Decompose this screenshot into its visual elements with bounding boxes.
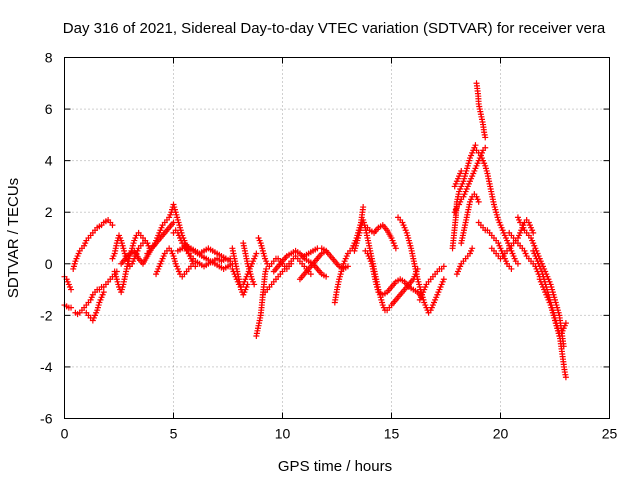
x-axis-label: GPS time / hours xyxy=(278,458,392,475)
x-tick-label: 15 xyxy=(384,426,400,442)
x-tick-label: 25 xyxy=(602,426,618,442)
data-point xyxy=(144,240,151,247)
data-point xyxy=(170,219,177,226)
axis-ticks: 0 5 10 15 20 25 -6 -4 -2 0 2 4 6 8 xyxy=(40,50,617,442)
data-point xyxy=(253,250,260,257)
data-point xyxy=(360,204,367,211)
data-point xyxy=(530,229,537,236)
x-tick-label: 0 xyxy=(61,426,69,442)
data-point xyxy=(323,247,330,254)
data-point xyxy=(68,304,75,311)
data-point xyxy=(562,374,569,381)
y-axis-label: SDTVAR / TECUs xyxy=(5,178,22,298)
y-tick-label: 8 xyxy=(45,50,53,66)
data-point xyxy=(251,281,258,288)
x-tick-label: 10 xyxy=(275,426,291,442)
data-point xyxy=(109,222,116,229)
data-point xyxy=(508,265,515,272)
data-point xyxy=(344,263,351,270)
data-points xyxy=(61,80,569,381)
data-point xyxy=(100,289,107,296)
chart-title: Day 316 of 2021, Sidereal Day-to-day VTE… xyxy=(63,20,606,37)
y-tick-label: 2 xyxy=(45,204,53,220)
data-point xyxy=(307,271,314,278)
y-tick-label: 6 xyxy=(45,101,53,117)
data-point xyxy=(323,273,330,280)
plot-frame xyxy=(64,57,610,419)
y-tick-label: -6 xyxy=(40,411,53,427)
data-point xyxy=(482,144,489,151)
data-point xyxy=(440,276,447,283)
data-point xyxy=(392,245,399,252)
data-point xyxy=(440,263,447,270)
y-tick-label: -2 xyxy=(40,307,53,323)
data-point xyxy=(514,260,521,267)
data-point xyxy=(469,245,476,252)
y-tick-label: 0 xyxy=(45,256,53,272)
data-point xyxy=(472,142,479,149)
grid-lines xyxy=(64,57,610,419)
data-point xyxy=(562,320,569,327)
data-point xyxy=(475,198,482,205)
data-point xyxy=(482,134,489,141)
x-tick-label: 20 xyxy=(493,426,509,442)
data-point xyxy=(458,167,465,174)
data-point xyxy=(68,286,75,293)
y-tick-label: -4 xyxy=(40,359,53,375)
data-point xyxy=(187,263,194,270)
x-tick-label: 5 xyxy=(170,426,178,442)
y-tick-label: 4 xyxy=(45,153,53,169)
data-point xyxy=(263,265,270,272)
